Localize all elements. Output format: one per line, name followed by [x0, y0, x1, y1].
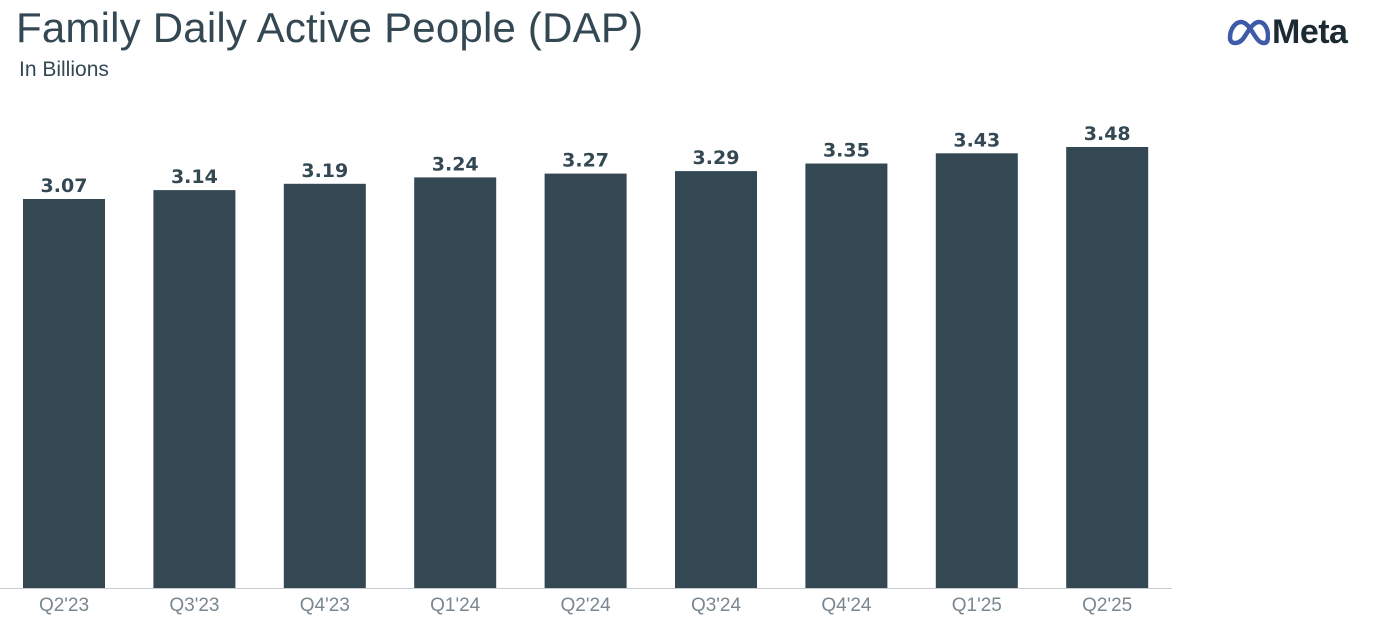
meta-logo: Meta — [1226, 12, 1348, 51]
bar-Q1'25 — [935, 153, 1018, 589]
chart-title: Family Daily Active People (DAP) — [16, 4, 644, 51]
chart-subtitle: In Billions — [19, 58, 109, 81]
x-tick-label: Q1'24 — [430, 595, 481, 616]
bar-value-label: 3.27 — [562, 150, 609, 172]
bar-Q3'23 — [153, 190, 236, 588]
x-tick-label: Q3'24 — [691, 595, 742, 616]
bar-Q3'24 — [675, 171, 757, 588]
x-tick-label: Q2'24 — [561, 595, 612, 616]
x-tick-label: Q4'24 — [821, 595, 872, 616]
bar-Q4'24 — [805, 163, 888, 588]
bar-value-label: 3.43 — [953, 129, 1000, 151]
x-tick-label: Q4'23 — [300, 595, 350, 616]
bar-value-label: 3.24 — [432, 153, 479, 175]
meta-infinity-icon — [1227, 19, 1270, 46]
bar-value-label: 3.14 — [171, 166, 218, 188]
bar-value-label: 3.29 — [693, 147, 740, 169]
bar-value-label: 3.35 — [823, 140, 870, 162]
bar-Q4'23 — [283, 183, 366, 589]
bar-value-label: 3.48 — [1084, 123, 1131, 145]
x-tick-label: Q3'23 — [169, 595, 219, 616]
x-tick-label: Q1'25 — [952, 595, 1002, 616]
x-tick-label: Q2'25 — [1082, 595, 1132, 616]
bar-Q1'24 — [414, 177, 497, 588]
meta-logo-text: Meta — [1272, 12, 1348, 51]
bar-Q2'23 — [23, 199, 105, 588]
bar-Q2'24 — [544, 173, 627, 588]
bar-value-label: 3.19 — [301, 160, 348, 182]
x-tick-label: Q2'23 — [39, 595, 89, 616]
bar-value-label: 3.07 — [41, 175, 88, 197]
bar-Q2'25 — [1066, 147, 1149, 588]
